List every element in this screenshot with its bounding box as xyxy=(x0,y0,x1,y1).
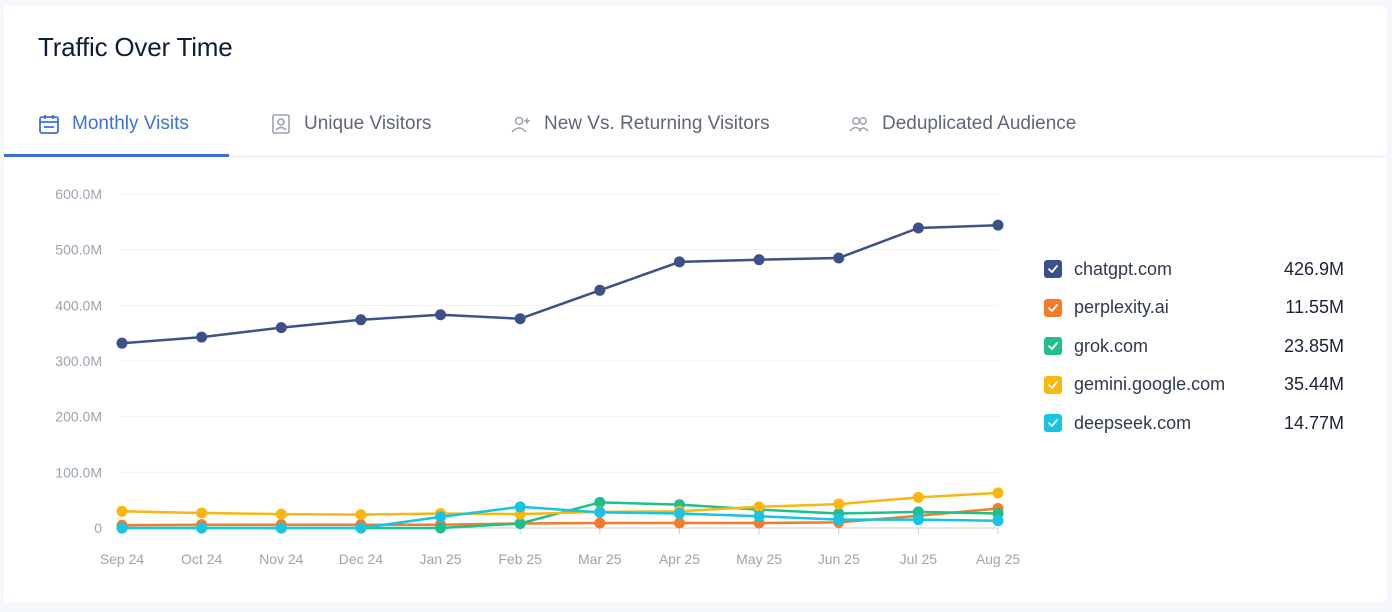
data-point-chatgpt-com xyxy=(196,331,208,343)
data-point-deepseek-com xyxy=(594,506,606,518)
data-point-chatgpt-com xyxy=(514,313,526,325)
data-point-gemini-google-com xyxy=(992,487,1004,499)
legend-value: 35.44M xyxy=(1283,374,1344,395)
legend-label: perplexity.ai xyxy=(1074,297,1169,318)
tab-bar: Monthly Visits Unique Visitors New Vs. R… xyxy=(4,92,1386,157)
x-tick-label: Sep 24 xyxy=(100,551,145,567)
tab-deduplicated-audience[interactable]: Deduplicated Audience xyxy=(848,92,1076,156)
legend-item-perplexity-ai[interactable]: perplexity.ai 11.55M xyxy=(1044,289,1344,328)
y-tick-label: 200.0M xyxy=(55,409,102,425)
data-point-gemini-google-com xyxy=(196,507,208,519)
data-point-chatgpt-com xyxy=(833,252,845,264)
series-line-gemini-google-com xyxy=(121,491,999,516)
x-tick-label: Dec 24 xyxy=(339,551,384,567)
series-line-deepseek-com xyxy=(122,505,999,530)
tab-monthly-visits[interactable]: Monthly Visits xyxy=(4,92,229,157)
x-tick-label: Mar 25 xyxy=(578,551,622,567)
x-tick-label: Jul 25 xyxy=(900,551,938,567)
data-point-chatgpt-com xyxy=(594,284,606,296)
data-point-perplexity-ai xyxy=(594,517,606,529)
series-line-chatgpt-com xyxy=(121,223,999,345)
x-tick-label: Jan 25 xyxy=(420,551,462,567)
legend-value: 11.55M xyxy=(1285,297,1344,318)
x-tick-label: Oct 24 xyxy=(181,551,222,567)
data-point-deepseek-com xyxy=(673,508,685,520)
x-tick-label: Nov 24 xyxy=(259,551,304,567)
data-point-gemini-google-com xyxy=(116,505,128,517)
data-point-grok-com xyxy=(435,522,447,534)
data-point-gemini-google-com xyxy=(912,491,924,503)
series-line-perplexity-ai xyxy=(121,507,999,527)
legend-label: grok.com xyxy=(1074,335,1149,356)
checkbox-icon[interactable] xyxy=(1044,414,1062,433)
y-tick-label: 100.0M xyxy=(55,464,102,480)
data-point-gemini-google-com xyxy=(833,498,845,510)
line-chart: 0 100.0M 200.0M 300.0M 400.0M 500.0M 600.0M Sep… xyxy=(55,186,1021,567)
x-tick-label: Jun 25 xyxy=(818,551,860,567)
data-point-grok-com xyxy=(514,518,526,530)
data-point-deepseek-com xyxy=(196,522,208,534)
checkbox-icon[interactable] xyxy=(1044,337,1062,356)
legend-label: chatgpt.com xyxy=(1074,258,1173,279)
y-tick-label: 500.0M xyxy=(55,242,102,258)
y-tick-label: 600.0M xyxy=(55,186,102,202)
data-point-chatgpt-com xyxy=(912,222,924,234)
data-point-deepseek-com xyxy=(753,510,765,522)
data-point-deepseek-com xyxy=(116,522,128,534)
tab-unique-visitors[interactable]: Unique Visitors xyxy=(270,92,431,156)
data-point-gemini-google-com xyxy=(753,501,765,513)
calendar-icon xyxy=(38,113,60,135)
data-point-chatgpt-com xyxy=(753,254,765,266)
x-tick-label: Aug 25 xyxy=(976,551,1021,567)
data-point-deepseek-com xyxy=(912,514,924,526)
legend-label: gemini.google.com xyxy=(1074,374,1226,395)
data-point-deepseek-com xyxy=(275,522,287,534)
tab-new-vs-returning[interactable]: New Vs. Returning Visitors xyxy=(510,92,770,156)
data-point-deepseek-com xyxy=(992,515,1004,527)
users-icon xyxy=(848,113,870,135)
data-point-deepseek-com xyxy=(833,514,845,526)
x-tick-label: Apr 25 xyxy=(659,551,700,567)
legend-item-chatgpt-com[interactable]: chatgpt.com 426.9M xyxy=(1044,250,1344,289)
user-plus-icon xyxy=(510,113,532,135)
data-point-grok-com xyxy=(912,506,924,518)
chart-legend: chatgpt.com 426.9M perplexity.ai 11.55M grok… xyxy=(1044,250,1344,443)
data-point-perplexity-ai xyxy=(673,517,685,529)
legend-label: deepseek.com xyxy=(1074,412,1192,433)
data-point-chatgpt-com xyxy=(992,219,1004,231)
y-tick-label: 400.0M xyxy=(55,297,102,313)
legend-item-grok-com[interactable]: grok.com 23.85M xyxy=(1044,327,1344,366)
x-tick-label: Feb 25 xyxy=(498,551,542,567)
legend-item-deepseek-com[interactable]: deepseek.com 14.77M xyxy=(1044,404,1344,443)
tab-label: New Vs. Returning Visitors xyxy=(544,113,770,134)
y-tick-label: 300.0M xyxy=(55,353,102,369)
tab-label: Monthly Visits xyxy=(72,113,189,134)
checkbox-icon[interactable] xyxy=(1044,375,1062,394)
tab-label: Unique Visitors xyxy=(304,113,432,134)
data-point-chatgpt-com xyxy=(355,314,367,326)
id-badge-icon xyxy=(270,113,292,135)
y-tick-label: 0 xyxy=(94,520,102,536)
legend-value: 14.77M xyxy=(1283,412,1344,433)
legend-value: 23.85M xyxy=(1283,335,1344,356)
tab-label: Deduplicated Audience xyxy=(882,113,1077,134)
data-point-chatgpt-com xyxy=(116,337,128,349)
x-tick-label: May 25 xyxy=(736,551,782,567)
data-point-gemini-google-com xyxy=(275,508,287,520)
page-title: Traffic Over Time xyxy=(38,32,233,62)
data-point-chatgpt-com xyxy=(275,322,287,334)
checkbox-icon[interactable] xyxy=(1044,298,1062,317)
legend-item-gemini-google-com[interactable]: gemini.google.com 35.44M xyxy=(1044,366,1344,405)
data-point-grok-com xyxy=(594,496,606,508)
checkbox-icon[interactable] xyxy=(1044,260,1062,279)
data-point-gemini-google-com xyxy=(355,509,367,521)
data-point-chatgpt-com xyxy=(435,309,447,321)
data-point-deepseek-com xyxy=(355,522,367,534)
data-point-deepseek-com xyxy=(435,511,447,523)
legend-value: 426.9M xyxy=(1283,258,1344,279)
data-point-chatgpt-com xyxy=(673,256,685,268)
data-point-deepseek-com xyxy=(514,501,526,513)
traffic-card: Traffic Over Time Monthly Visits Unique … xyxy=(4,6,1386,602)
